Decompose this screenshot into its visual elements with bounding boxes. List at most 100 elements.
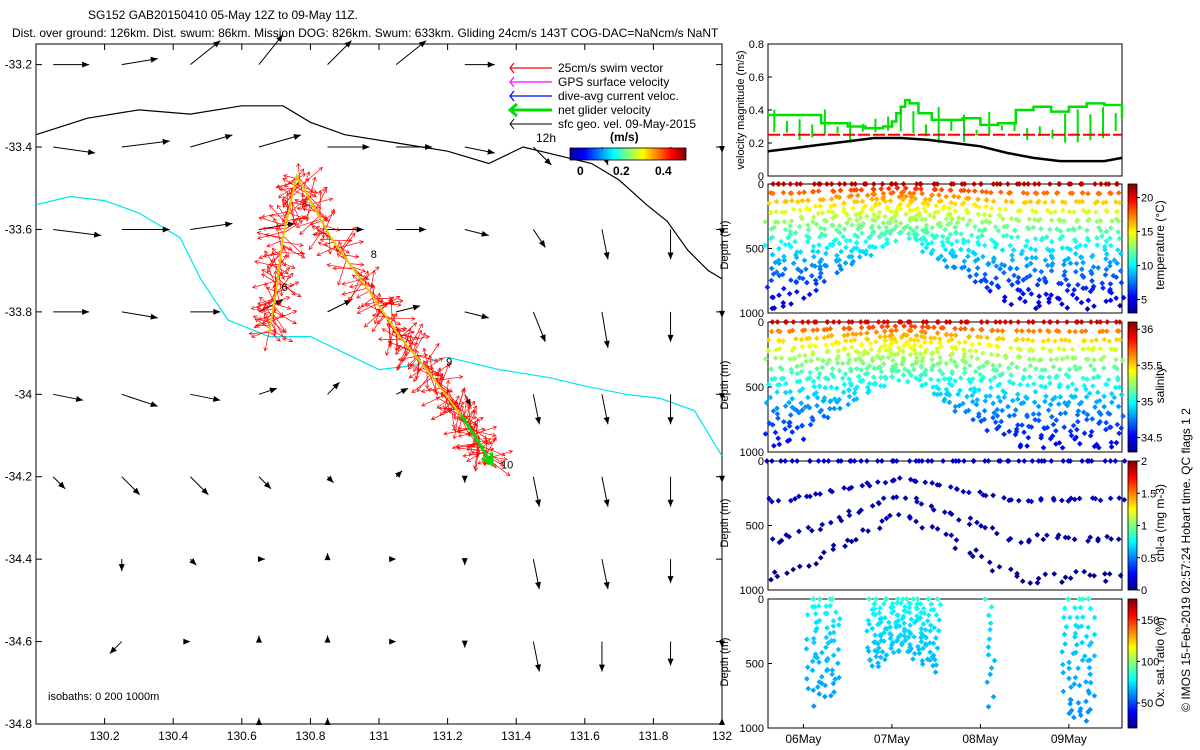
swim-vector [457,389,465,412]
swim-vector-head [371,269,376,275]
swim-vector-head [257,235,262,240]
date-tick-label: 06May [785,732,821,746]
current-vector-arrow [667,394,674,425]
section-data-point [773,269,780,275]
swim-vector-head [472,415,478,420]
section-data-point [1047,209,1054,216]
section-data-point [876,200,883,207]
swim-vector-head [283,174,288,179]
current-vector-arrow [121,138,170,148]
section-data-point [798,368,805,375]
section-data-point [869,223,876,229]
section-data-point [807,369,813,376]
section-data-point [881,319,887,325]
section-data-point [947,211,954,218]
section-data-point [782,426,789,432]
current-vector-arrow [719,393,725,401]
swim-vector-head [468,432,473,437]
velocity-series-dac [767,136,1123,163]
section-data-point [848,181,855,187]
section-data-point [841,345,848,351]
swim-vector-head [262,253,268,258]
section-data-point [882,337,889,344]
swim-vector [410,364,432,376]
section-data-point [954,238,960,245]
section-data-point [1023,274,1030,281]
swim-vector-head [452,416,458,421]
arrow-icon [509,62,515,74]
section-data-point [1030,224,1037,231]
section-data-point [1113,295,1119,302]
swim-vector-head [332,266,337,271]
swim-vector [315,188,327,211]
swim-vector [348,282,364,301]
section-data-point [1059,301,1065,307]
swim-vector-head [467,444,472,449]
section-data-point [864,370,871,377]
swim-vector-head [341,291,347,296]
swim-vector [377,293,380,305]
swim-vector-head [302,215,308,221]
swim-vector [340,232,356,253]
swim-vector [386,328,395,356]
section-data-point [1035,198,1042,205]
section-data-point [1089,252,1096,259]
section-data-point [972,202,979,209]
section-data-point [1073,238,1079,245]
section-data-point [1084,306,1091,312]
section-data-point [931,214,937,220]
section-data-point [900,181,907,187]
current-vector-arrow [601,559,610,590]
section-data-point [799,407,806,413]
swim-vector [304,205,314,220]
swim-vector [372,283,376,300]
section-data-point [796,352,803,359]
section-data-point [801,327,808,333]
current-vector-arrow [395,470,403,478]
section-tick-label: 1000 [740,308,764,320]
swim-vector-head [257,300,262,306]
section-data-point [834,252,840,259]
section-data-point [848,248,855,254]
section-data-point [779,366,785,372]
section-data-point [841,206,847,212]
swim-vector [435,396,456,408]
swim-vector [480,438,491,446]
swim-vector [256,300,275,309]
section-data-point [830,319,837,325]
section-data-point [997,181,1004,187]
swim-vector-head [505,471,511,476]
swim-vector [270,322,277,333]
section-data-point [1033,209,1039,215]
velocity-frame [767,43,1123,177]
swim-vector [316,226,327,231]
swim-vector-head [408,374,414,379]
section-data-point [1043,234,1050,240]
section-data-point [997,189,1004,196]
section-data-point [848,368,854,374]
section-data-point [837,229,843,236]
current-vector-arrow [257,556,265,563]
colorbar-tick-label: 36 [1141,324,1153,336]
section-data-point [816,383,823,389]
swim-vector-head [348,238,353,243]
section-data-point [853,186,860,193]
section-data-point [806,404,813,411]
section-data-point [1007,265,1014,271]
swim-vector-head [395,295,401,301]
section-data-point [846,393,853,400]
map-x-tick-label: 131.6 [570,729,600,743]
swim-vector-head [285,295,291,301]
section-data-point [911,190,917,197]
section-data-point [897,205,904,212]
swim-vector-head [421,332,426,337]
section-data-point [764,284,771,291]
swim-vector-head [386,323,391,328]
section-data-point [786,241,792,248]
section-data-point [991,256,997,262]
section-data-point [923,222,930,229]
section-data-point [868,205,875,212]
section-data-point [827,398,834,405]
swim-vector-head [486,438,492,443]
section-data-point [924,201,930,207]
